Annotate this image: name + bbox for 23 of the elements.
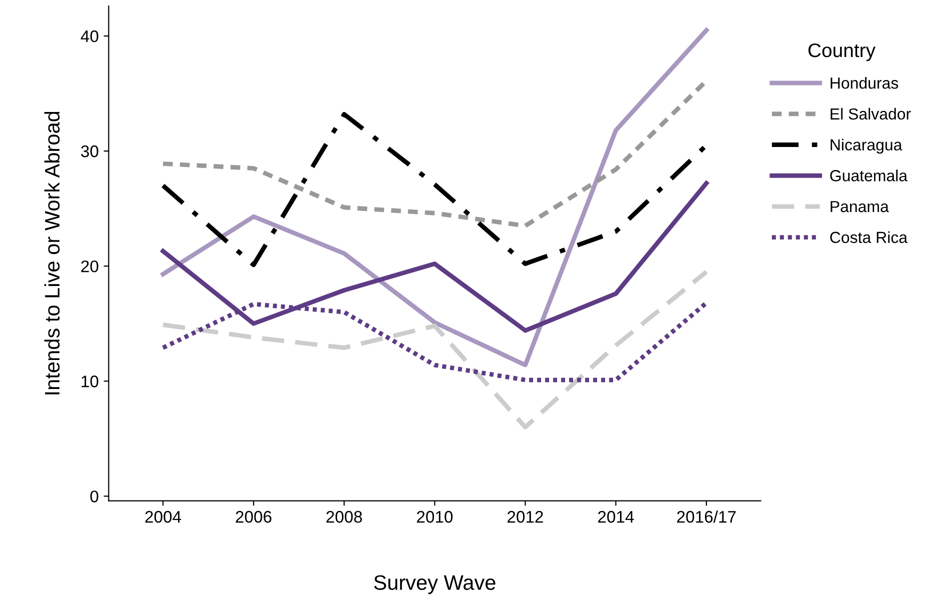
y-axis-title: Intends to Live or Work Abroad [44,112,60,394]
line-series [160,28,709,368]
legend-label: Nicaragua [830,138,902,154]
x-tick-label: 2006 [236,510,272,523]
y-tick-label: 0 [90,490,98,502]
y-tick-label: 20 [81,260,98,272]
legend-label: Panama [830,201,889,212]
y-tick-label: 40 [80,30,98,42]
x-tick-label: 2016/17 [677,510,736,523]
line-series [160,270,709,430]
legend-label: El Salvador [830,108,911,120]
x-tick-label: 2014 [598,510,634,523]
y-tick-label: 10 [82,376,98,388]
legend-label: Honduras [830,77,898,89]
x-tick-label: 2010 [417,510,453,523]
legend-label: Costa Rica [830,231,908,244]
x-axis-title: Survey Wave [374,575,496,594]
legend-label: Guatemala [830,170,908,182]
legend-title: Country [808,43,876,62]
x-tick-label: 2008 [326,510,362,523]
y-tick-label: 30 [81,145,98,158]
x-tick-label: 2012 [508,510,543,523]
x-tick-label: 2004 [145,510,182,523]
